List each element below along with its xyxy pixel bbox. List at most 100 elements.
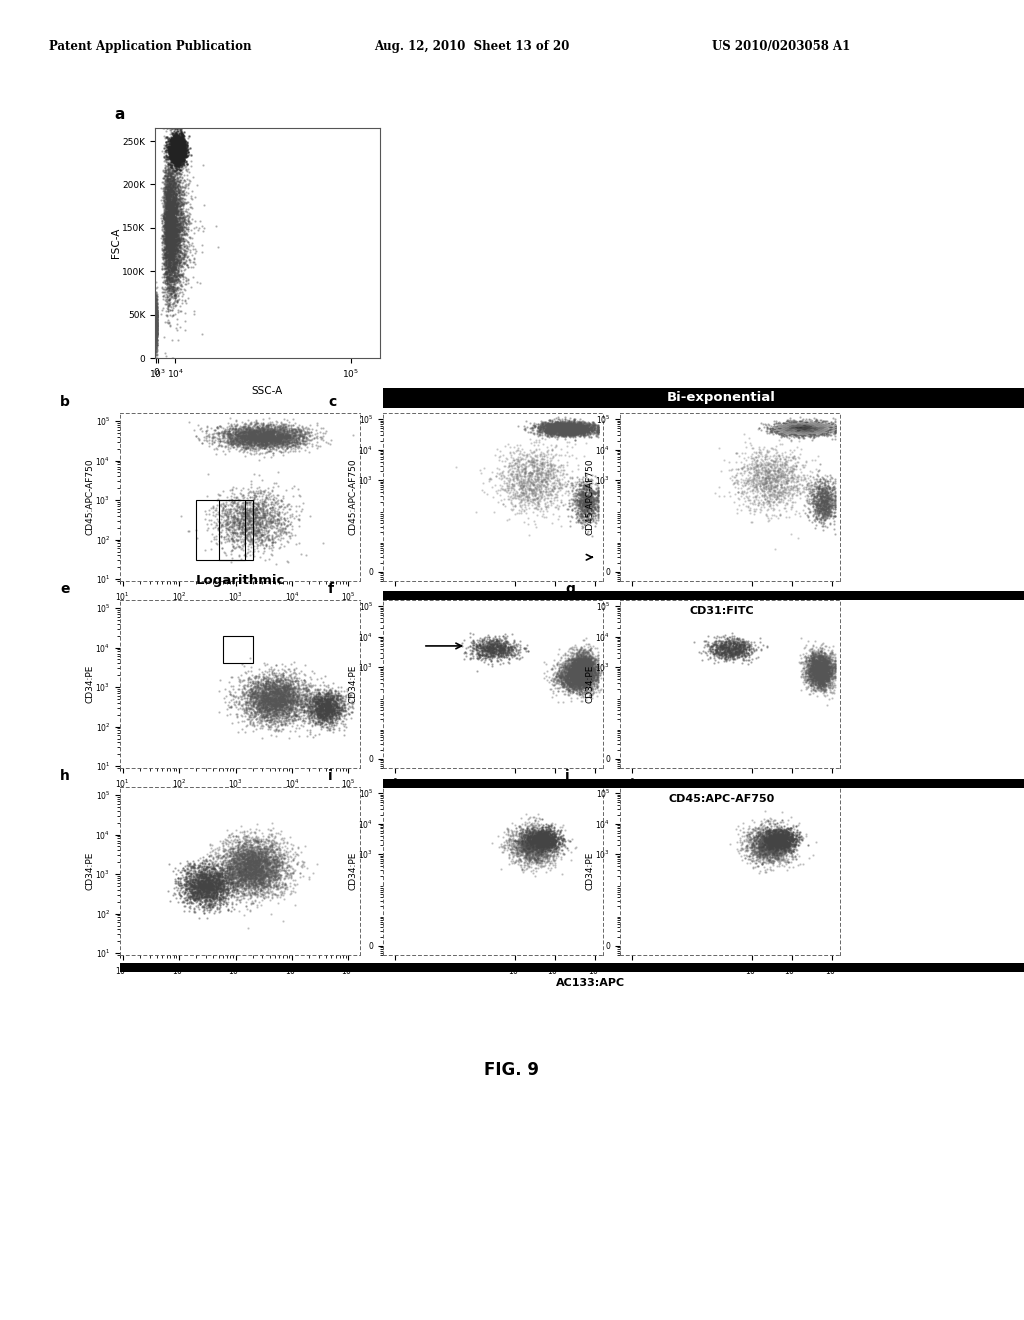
Point (245, 867, 261, 888)
Point (148, 309, 165, 330)
Point (250, 421, 266, 442)
Point (274, 689, 291, 710)
Point (509, 465, 525, 486)
Point (573, 660, 590, 681)
Point (539, 845, 555, 866)
Point (781, 851, 798, 873)
Point (780, 459, 797, 480)
Point (538, 838, 554, 859)
Point (224, 494, 241, 515)
Point (534, 471, 550, 492)
Point (259, 417, 275, 438)
Point (269, 836, 286, 857)
Point (716, 638, 732, 659)
Point (524, 822, 541, 843)
Point (160, 137, 176, 158)
Point (773, 418, 790, 440)
Point (795, 420, 811, 441)
Point (173, 143, 189, 164)
Point (493, 645, 509, 667)
Point (541, 828, 557, 849)
Point (754, 470, 770, 491)
Point (220, 488, 237, 510)
Point (481, 639, 498, 660)
Point (817, 491, 834, 512)
Point (549, 411, 565, 432)
Point (193, 883, 209, 904)
Point (169, 133, 185, 154)
Point (551, 422, 567, 444)
Point (166, 216, 182, 238)
Point (193, 878, 209, 899)
Point (232, 428, 249, 449)
Point (181, 242, 198, 263)
Point (783, 420, 800, 441)
Point (269, 694, 286, 715)
Point (568, 660, 585, 681)
Point (822, 652, 839, 673)
Point (520, 840, 537, 861)
Point (577, 663, 593, 684)
Point (240, 425, 256, 446)
Point (297, 689, 313, 710)
Point (545, 418, 561, 440)
Point (269, 420, 286, 441)
Point (225, 430, 242, 451)
Point (755, 822, 771, 843)
Point (710, 647, 726, 668)
Point (261, 430, 278, 451)
Point (778, 836, 795, 857)
Point (804, 421, 820, 442)
Point (584, 504, 600, 525)
Point (569, 663, 586, 684)
Point (799, 665, 815, 686)
Point (561, 673, 578, 694)
Point (231, 875, 248, 896)
Point (767, 822, 783, 843)
Point (756, 480, 772, 502)
Point (565, 412, 582, 433)
Point (821, 669, 838, 690)
Point (532, 416, 549, 437)
Point (255, 425, 271, 446)
Point (537, 843, 553, 865)
Point (274, 428, 291, 449)
Point (574, 663, 591, 684)
Point (753, 458, 769, 479)
Point (480, 640, 497, 661)
Point (573, 672, 590, 693)
Point (581, 659, 597, 680)
Point (809, 420, 825, 441)
Point (814, 653, 830, 675)
Point (229, 832, 246, 853)
Point (761, 845, 777, 866)
Point (212, 436, 228, 457)
Point (263, 851, 280, 873)
Point (495, 652, 511, 673)
Point (197, 859, 213, 880)
Point (241, 867, 257, 888)
Point (763, 850, 779, 871)
Point (165, 201, 181, 222)
Point (515, 475, 531, 496)
Point (746, 463, 763, 484)
Point (817, 659, 834, 680)
Point (794, 414, 810, 436)
Point (535, 821, 551, 842)
Point (801, 656, 817, 677)
Point (333, 700, 349, 721)
Point (760, 834, 776, 855)
Point (826, 420, 843, 441)
Point (716, 627, 732, 648)
Point (268, 425, 285, 446)
Point (562, 673, 579, 694)
Point (314, 672, 331, 693)
Point (720, 636, 736, 657)
Point (278, 436, 294, 457)
Point (567, 657, 584, 678)
Point (566, 653, 583, 675)
Point (772, 463, 788, 484)
Point (252, 832, 268, 853)
Point (581, 503, 597, 524)
Point (260, 692, 276, 713)
